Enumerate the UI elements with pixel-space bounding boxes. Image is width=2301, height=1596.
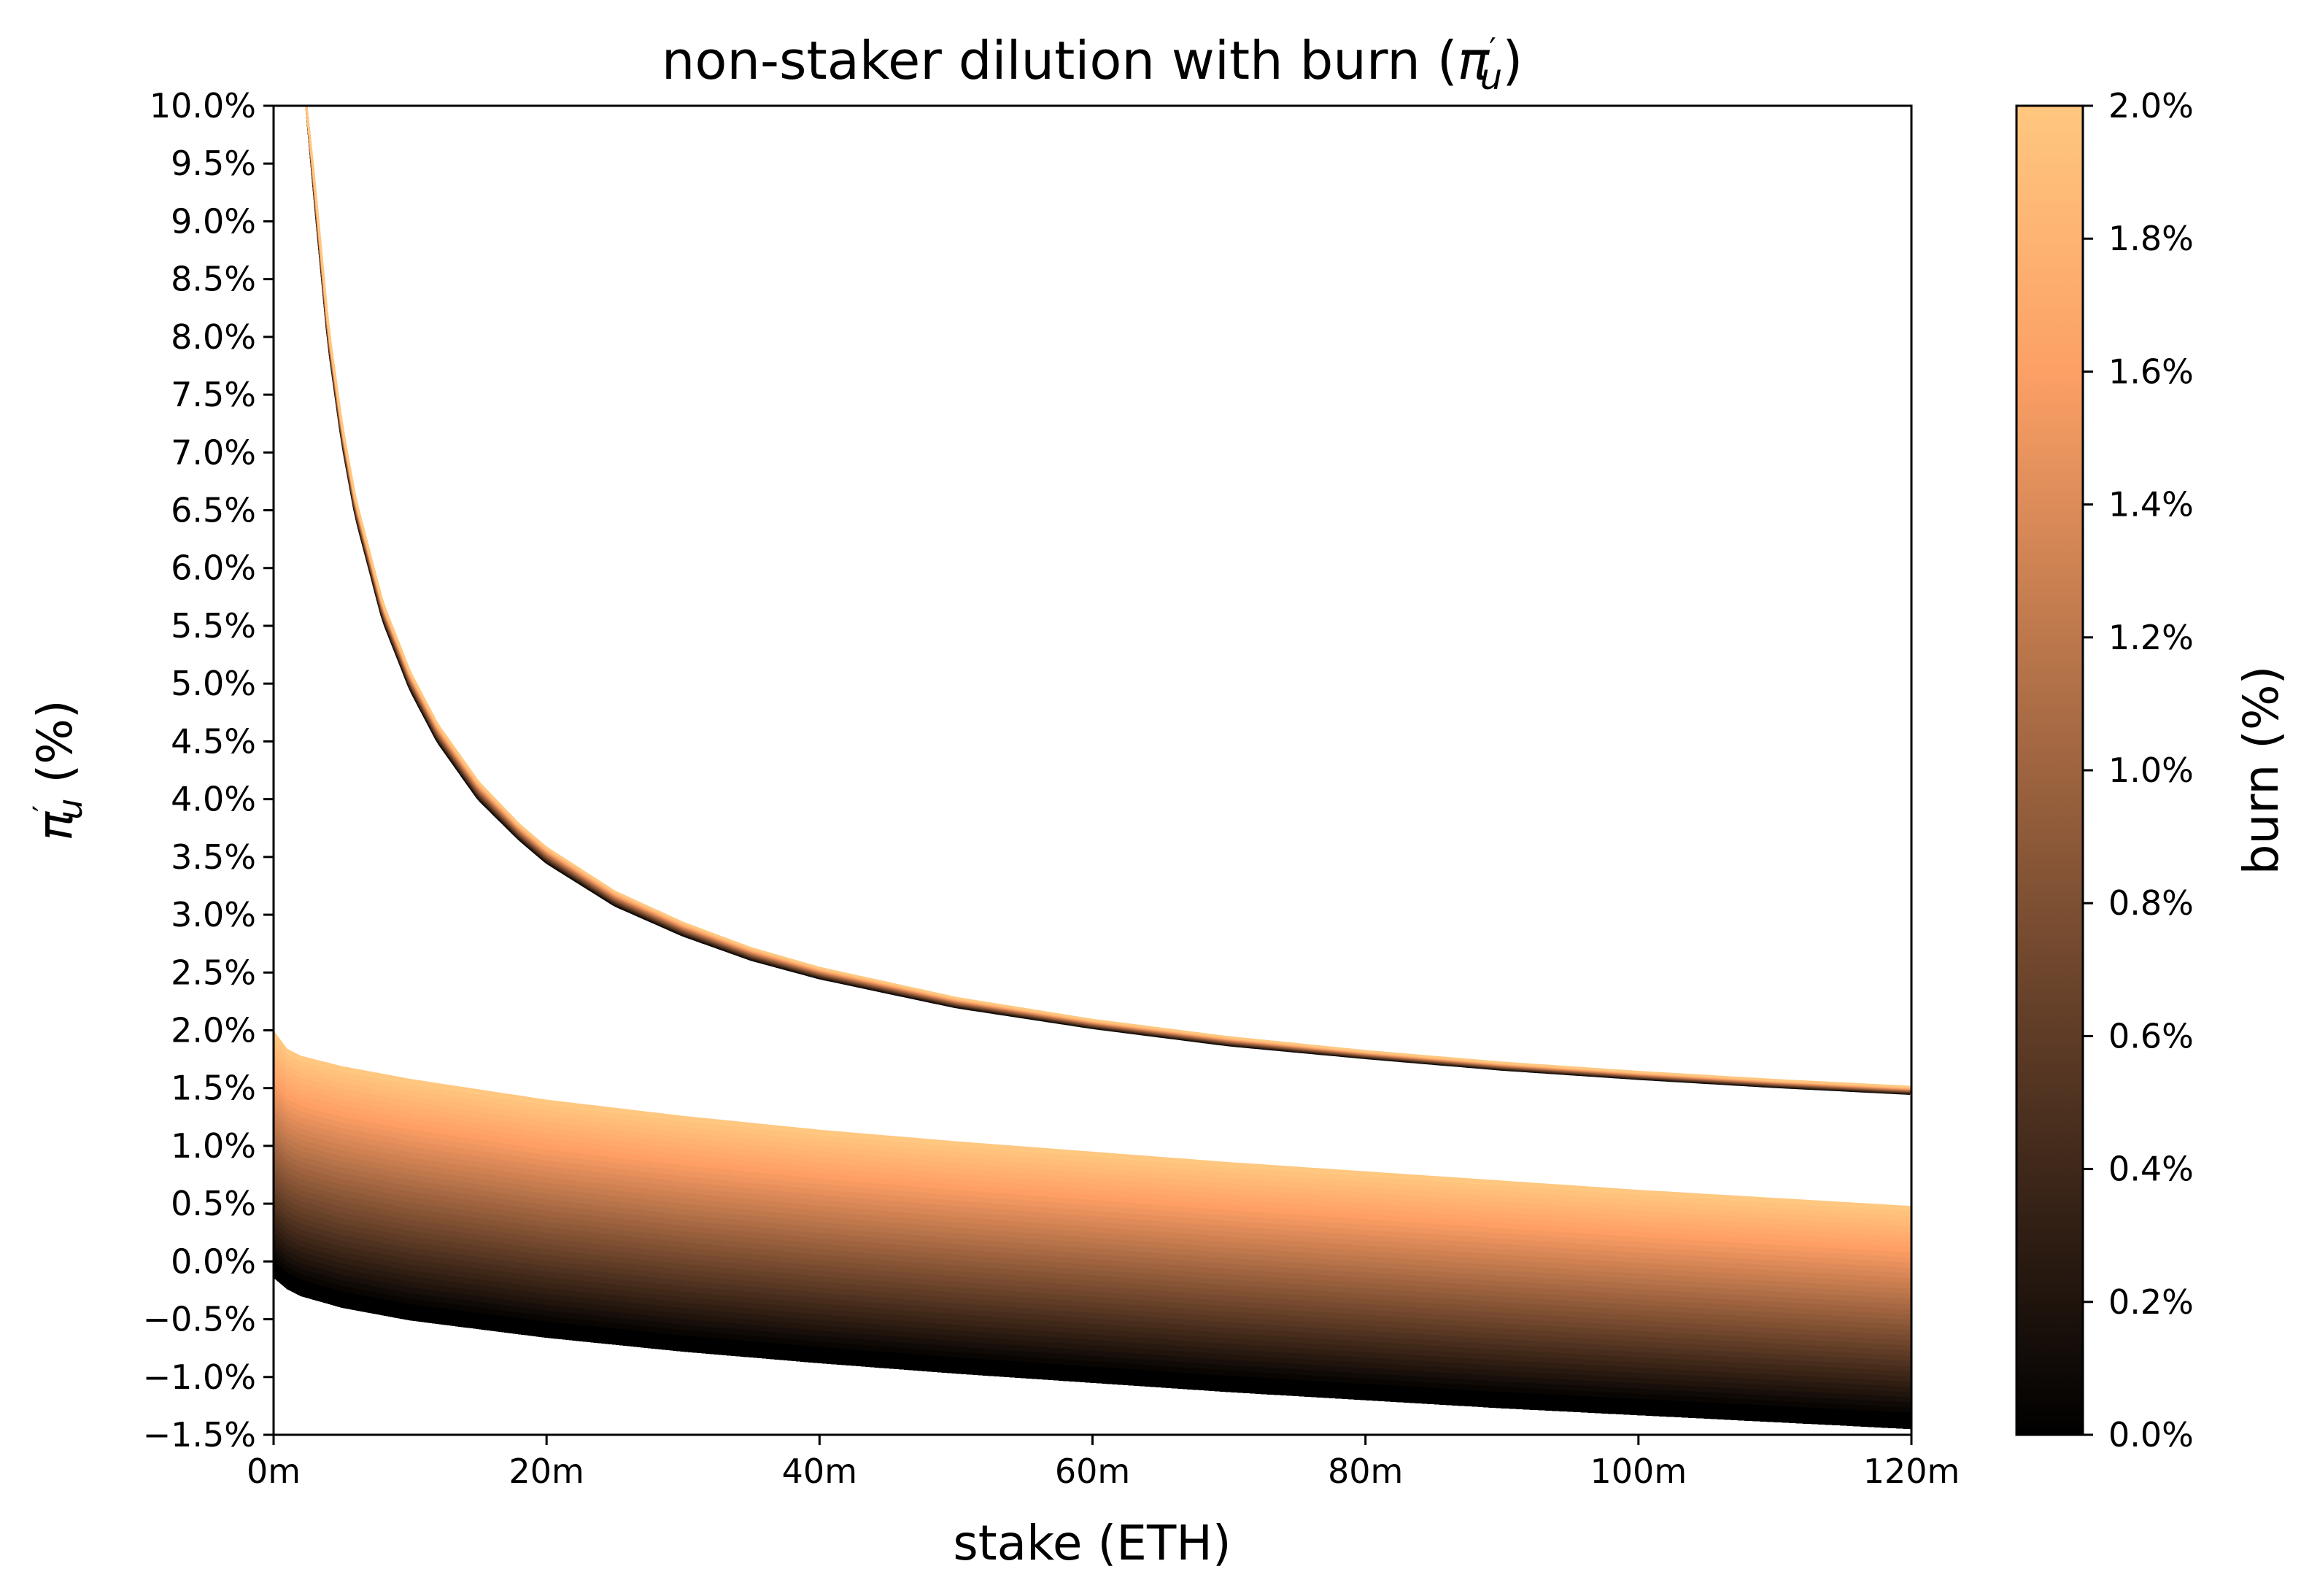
upper-curve-burn-level	[305, 106, 1911, 1094]
x-tick-label: 100m	[1590, 1452, 1687, 1491]
colorbar	[2015, 104, 2084, 1436]
colorbar-label: burn (%)	[2233, 666, 2289, 875]
x-axis: 0m 20m 40m 60m 80m 100m 120m	[247, 1435, 1960, 1491]
x-tick-label: 80m	[1328, 1452, 1403, 1491]
y-tick-label: 2.0%	[171, 1010, 256, 1050]
upper-curve-burn-level	[305, 106, 1911, 1093]
upper-curve-burn-level	[305, 106, 1911, 1095]
upper-curve-burn-level	[305, 106, 1911, 1093]
upper-curve-burn-level	[305, 106, 1911, 1091]
y-tick-label: 6.5%	[171, 491, 256, 530]
y-tick-label: 3.0%	[171, 895, 256, 934]
y-tick-label: 2.5%	[171, 953, 256, 992]
y-tick-label: 1.5%	[171, 1069, 256, 1108]
x-tick-label: 20m	[508, 1452, 584, 1491]
upper-curve-burn-level	[305, 106, 1911, 1092]
upper-curve-burn-level	[305, 106, 1911, 1093]
chart-title: non-staker dilution with burn (π′ u)	[662, 30, 1523, 98]
y-tick-label: −1.5%	[143, 1415, 256, 1454]
upper-curve-burn-level	[305, 106, 1911, 1091]
y-tick-label: 1.0%	[171, 1126, 256, 1166]
upper-curve-burn-level	[305, 106, 1911, 1091]
upper-curve-burn-level	[305, 106, 1911, 1092]
y-tick-label: 9.0%	[171, 201, 256, 241]
colorbar-tick-label: 1.8%	[2108, 219, 2194, 258]
upper-curve-burn-level	[305, 106, 1911, 1091]
upper-curve-burn-level	[305, 106, 1911, 1088]
colorbar-tick-label: 0.4%	[2108, 1150, 2194, 1189]
colorbar-tick-label: 1.0%	[2108, 751, 2194, 790]
y-tick-label: 5.5%	[171, 606, 256, 646]
upper-curve-burn-level	[305, 106, 1911, 1091]
colorbar-tick-label: 1.2%	[2108, 618, 2194, 657]
y-tick-label: 8.5%	[171, 260, 256, 299]
upper-curve-burn-level	[305, 106, 1911, 1091]
x-tick-label: 60m	[1055, 1452, 1130, 1491]
y-tick-label: 8.0%	[171, 317, 256, 357]
x-tick-label: 120m	[1863, 1452, 1960, 1491]
upper-curve-burn-level	[305, 106, 1911, 1089]
lower-band-burn-level	[274, 1250, 1911, 1430]
upper-curve-burn-level	[305, 106, 1911, 1091]
plot-series	[274, 106, 1911, 1430]
colorbar-tick-label: 1.6%	[2108, 352, 2194, 391]
upper-curve-burn-level	[305, 106, 1911, 1093]
upper-curve-burn-level	[305, 106, 1911, 1093]
y-tick-label: 4.5%	[171, 721, 256, 761]
y-tick-label: 0.5%	[171, 1184, 256, 1223]
y-tick-label: −1.0%	[143, 1357, 256, 1397]
y-tick-label: −0.5%	[143, 1300, 256, 1339]
y-tick-label: 0.0%	[171, 1241, 256, 1281]
upper-curve-burn-level	[305, 106, 1911, 1089]
upper-curve-burn-level	[305, 106, 1911, 1093]
upper-curve-burn-level	[305, 106, 1911, 1092]
colorbar-tick-label: 0.2%	[2108, 1282, 2194, 1322]
upper-curve-burn-level	[305, 106, 1911, 1094]
upper-curve-burn-level	[305, 106, 1911, 1091]
y-tick-label: 3.5%	[171, 837, 256, 877]
y-tick-label: 10.0%	[150, 86, 256, 125]
upper-curve-burn-level	[305, 106, 1911, 1095]
upper-curve-burn-level	[305, 106, 1911, 1088]
colorbar-tick-label: 0.0%	[2108, 1415, 2194, 1454]
x-tick-label: 0m	[247, 1452, 301, 1491]
colorbar-axis: 2.0% 1.8% 1.6% 1.4% 1.2% 1.0% 0.8% 0.6% 0.4% 0.2%…	[2083, 86, 2194, 1454]
x-axis-label: stake (ETH)	[953, 1515, 1231, 1571]
upper-curve-burn-level	[305, 106, 1911, 1093]
upper-curve-burn-level	[305, 106, 1911, 1088]
y-tick-label: 5.0%	[171, 664, 256, 703]
y-tick-label: 6.0%	[171, 549, 256, 588]
y-tick-label: 9.5%	[171, 144, 256, 183]
colorbar-tick-label: 0.6%	[2108, 1016, 2194, 1055]
colorbar-tick-label: 1.4%	[2108, 485, 2194, 524]
lower-band-burn-level	[274, 1261, 1911, 1430]
upper-curve-burn-level	[305, 106, 1911, 1090]
upper-curve-burn-level	[305, 106, 1911, 1095]
upper-curve-burn-level	[305, 106, 1911, 1089]
x-tick-label: 40m	[782, 1452, 857, 1491]
colorbar-tick-label: 0.8%	[2108, 883, 2194, 923]
y-tick-label: 4.0%	[171, 780, 256, 819]
upper-curve-burn-level	[305, 106, 1911, 1090]
upper-curve-burn-level	[305, 106, 1911, 1092]
colorbar-tick-label: 2.0%	[2108, 86, 2194, 125]
upper-curve-burn-level	[305, 106, 1911, 1091]
upper-curve-burn-level	[305, 106, 1911, 1094]
y-axis-label: π′u (%)	[27, 700, 90, 840]
y-tick-label: 7.0%	[171, 433, 256, 472]
upper-curve-burn-level	[305, 106, 1911, 1094]
y-axis: 10.0% 9.5% 9.0% 8.5% 8.0% 7.5% 7.0% 6.5% 6.0% 5.5…	[143, 86, 274, 1454]
upper-curve-burn-level	[305, 106, 1911, 1090]
upper-curve-burn-level	[305, 106, 1911, 1090]
upper-curve-burn-level	[305, 106, 1911, 1095]
upper-curve-burn-level	[305, 106, 1911, 1093]
y-tick-label: 7.5%	[171, 375, 256, 414]
upper-curve-burn-level	[305, 106, 1911, 1089]
upper-curve-burn-level	[305, 106, 1911, 1095]
